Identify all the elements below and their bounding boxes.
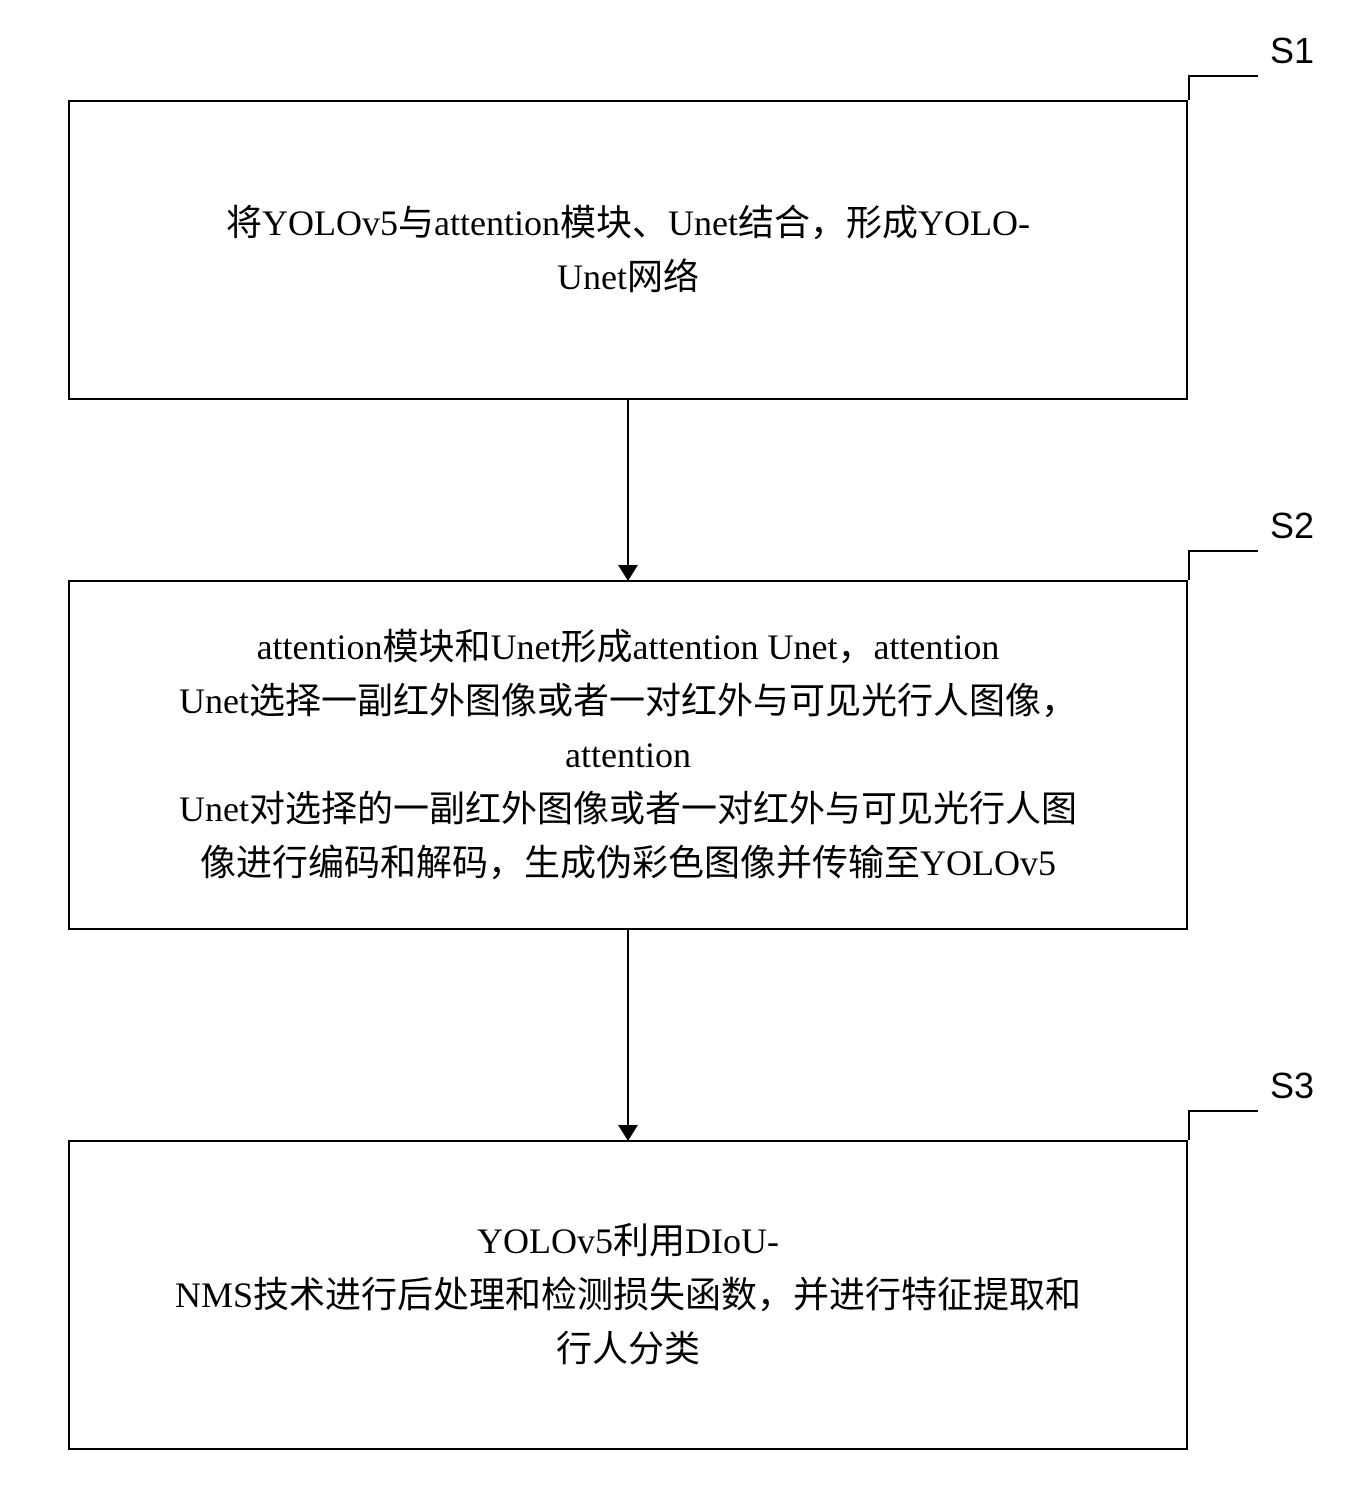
flow-box-s3: YOLOv5利用DIoU- NMS技术进行后处理和检测损失函数，并进行特征提取和… <box>68 1140 1188 1450</box>
arrow-head-2 <box>618 1125 638 1141</box>
arrow-head-1 <box>618 565 638 581</box>
box-text-s2: attention模块和Unet形成attention Unet，attenti… <box>179 620 1077 890</box>
label-connector-s1 <box>1188 75 1258 100</box>
step-label-s1: S1 <box>1270 30 1314 72</box>
step-label-s3: S3 <box>1270 1065 1314 1107</box>
step-label-s2: S2 <box>1270 505 1314 547</box>
label-connector-s2 <box>1188 550 1258 580</box>
box-text-s1: 将YOLOv5与attention模块、Unet结合，形成YOLO- Unet网… <box>226 196 1030 304</box>
flowchart-container: S1 将YOLOv5与attention模块、Unet结合，形成YOLO- Un… <box>0 0 1364 1497</box>
flow-box-s2: attention模块和Unet形成attention Unet，attenti… <box>68 580 1188 930</box>
label-connector-s3 <box>1188 1110 1258 1140</box>
box-text-s3: YOLOv5利用DIoU- NMS技术进行后处理和检测损失函数，并进行特征提取和… <box>175 1214 1081 1376</box>
arrow-line-1 <box>627 400 629 565</box>
flow-box-s1: 将YOLOv5与attention模块、Unet结合，形成YOLO- Unet网… <box>68 100 1188 400</box>
arrow-line-2 <box>627 930 629 1125</box>
